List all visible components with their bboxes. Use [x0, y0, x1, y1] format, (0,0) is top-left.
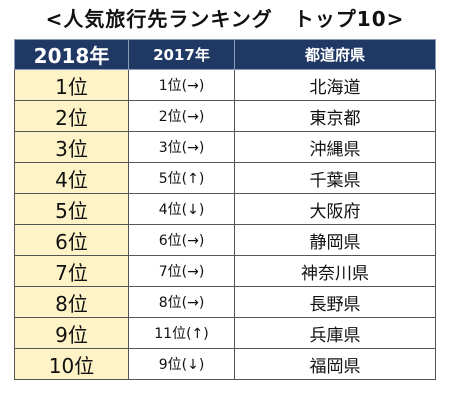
rank-2018-cell: 10位 — [14, 348, 129, 380]
prefecture-cell: 千葉県 — [234, 162, 436, 194]
table-row: 6位 6位(→) 静岡県 — [14, 224, 436, 256]
rank-2017-cell: 4位(↓) — [128, 193, 235, 225]
rank-2017-cell: 3位(→) — [128, 131, 235, 163]
header-prefecture: 都道府県 — [234, 39, 436, 70]
header-2018: 2018年 — [14, 39, 129, 70]
rank-2018-cell: 7位 — [14, 255, 129, 287]
table-row: 10位 9位(↓) 福岡県 — [14, 348, 436, 380]
rank-2017-cell: 9位(↓) — [128, 348, 235, 380]
table-row: 3位 3位(→) 沖縄県 — [14, 131, 436, 163]
table-row: 8位 8位(→) 長野県 — [14, 286, 436, 318]
rank-2018-cell: 4位 — [14, 162, 129, 194]
prefecture-cell: 北海道 — [234, 69, 436, 101]
ranking-table: 2018年 2017年 都道府県 1位 1位(→) 北海道 2位 2位(→) 東… — [14, 39, 436, 380]
prefecture-cell: 沖縄県 — [234, 131, 436, 163]
page-title: <人気旅行先ランキング トップ10> — [45, 7, 405, 31]
rank-2017-cell: 2位(→) — [128, 100, 235, 132]
rank-2017-cell: 11位(↑) — [128, 317, 235, 349]
prefecture-cell: 大阪府 — [234, 193, 436, 225]
rank-2018-cell: 5位 — [14, 193, 129, 225]
rank-2018-cell: 9位 — [14, 317, 129, 349]
rank-2017-cell: 8位(→) — [128, 286, 235, 318]
header-2017: 2017年 — [128, 39, 235, 70]
rank-2018-cell: 6位 — [14, 224, 129, 256]
prefecture-cell: 静岡県 — [234, 224, 436, 256]
prefecture-cell: 東京都 — [234, 100, 436, 132]
rank-2017-cell: 5位(↑) — [128, 162, 235, 194]
table-row: 4位 5位(↑) 千葉県 — [14, 162, 436, 194]
table-row: 7位 7位(→) 神奈川県 — [14, 255, 436, 287]
table-row: 1位 1位(→) 北海道 — [14, 69, 436, 101]
rank-2018-cell: 8位 — [14, 286, 129, 318]
table-row: 5位 4位(↓) 大阪府 — [14, 193, 436, 225]
table-row: 9位 11位(↑) 兵庫県 — [14, 317, 436, 349]
table-row: 2位 2位(→) 東京都 — [14, 100, 436, 132]
rank-2017-cell: 1位(→) — [128, 69, 235, 101]
rank-2017-cell: 7位(→) — [128, 255, 235, 287]
rank-2018-cell: 1位 — [14, 69, 129, 101]
table-header-row: 2018年 2017年 都道府県 — [14, 39, 436, 70]
prefecture-cell: 兵庫県 — [234, 317, 436, 349]
prefecture-cell: 福岡県 — [234, 348, 436, 380]
prefecture-cell: 神奈川県 — [234, 255, 436, 287]
prefecture-cell: 長野県 — [234, 286, 436, 318]
rank-2018-cell: 2位 — [14, 100, 129, 132]
rank-2017-cell: 6位(→) — [128, 224, 235, 256]
rank-2018-cell: 3位 — [14, 131, 129, 163]
